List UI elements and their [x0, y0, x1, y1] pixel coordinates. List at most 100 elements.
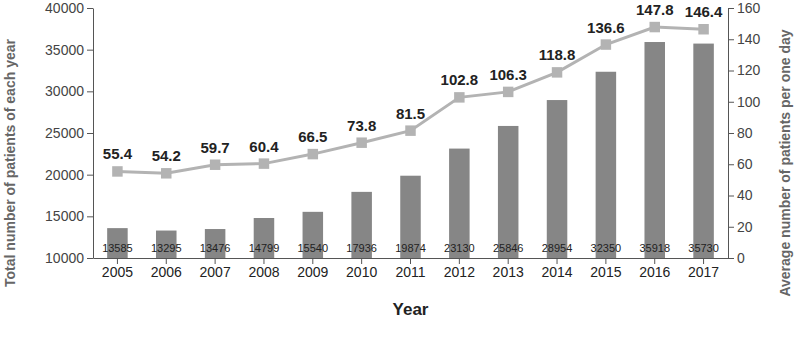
line-label: 102.8	[441, 71, 479, 88]
marker	[308, 149, 318, 159]
bar-label: 13585	[102, 242, 133, 254]
y-axis-title: Total number of patients of each year	[2, 39, 18, 287]
marker	[356, 137, 366, 147]
tick-label: 25000	[45, 125, 84, 141]
bar-label: 35918	[639, 242, 670, 254]
tick-mark	[728, 39, 734, 40]
tick: 100	[728, 94, 761, 110]
tick-label: 2006	[151, 264, 182, 280]
tick-label: 2007	[200, 264, 231, 280]
marker	[210, 159, 220, 169]
tick-mark	[728, 227, 734, 228]
tick-label: 20	[737, 219, 753, 235]
tick-label: 80	[737, 125, 753, 141]
x-axis: 2005 2006 2007 2008 2009 2010 2011 2012 2013 2014…	[94, 258, 729, 280]
marker	[405, 125, 415, 135]
tick-mark	[728, 258, 734, 259]
tick-label: 10000	[45, 250, 84, 266]
tick-label: 30000	[45, 83, 84, 99]
tick: 0	[728, 250, 745, 266]
line-label: 147.8	[636, 1, 674, 18]
line-label: 118.8	[539, 46, 576, 63]
bar-label: 19874	[395, 242, 426, 254]
line-label: 60.4	[249, 138, 279, 155]
line	[117, 27, 703, 173]
data-labels: 1358513295134761479915540179361987423130…	[102, 1, 723, 254]
bar	[693, 44, 714, 258]
marker	[454, 92, 464, 102]
tick: 2016	[639, 258, 670, 280]
tick: 30000	[45, 83, 93, 99]
marker	[552, 67, 562, 77]
marker	[259, 158, 269, 168]
tick: 15000	[45, 208, 93, 224]
line-label: 136.6	[587, 19, 625, 36]
tick-label: 2008	[248, 264, 279, 280]
tick-mark	[87, 91, 93, 92]
line-label: 59.7	[201, 139, 230, 156]
tick: 60	[728, 156, 753, 172]
y2-axis: 0 20 40 60 80 100 120 140 160	[728, 0, 761, 266]
marker	[601, 39, 611, 49]
tick-label: 120	[737, 62, 761, 78]
bar-label: 13476	[200, 242, 231, 254]
bar-label: 14799	[249, 242, 280, 254]
tick-label: 2009	[297, 264, 328, 280]
tick-label: 2017	[688, 264, 719, 280]
x-axis-title: Year	[393, 300, 429, 319]
tick-label: 2010	[346, 264, 377, 280]
tick-mark	[87, 258, 93, 259]
chart: 1358513295134761479915540179361987423130…	[0, 0, 800, 337]
tick-mark	[728, 164, 734, 165]
tick: 40000	[45, 0, 93, 16]
bar-label: 28954	[542, 242, 573, 254]
bar	[547, 100, 568, 258]
tick: 40	[728, 187, 753, 203]
axis-line	[93, 9, 94, 259]
bar-label: 23130	[444, 242, 475, 254]
tick: 35000	[45, 42, 93, 58]
line-label: 55.4	[103, 145, 133, 162]
bar	[644, 42, 665, 258]
marker	[161, 168, 171, 178]
tick-label: 2015	[590, 264, 621, 280]
tick: 20000	[45, 167, 93, 183]
y2-axis-title: Average number of patients per one day	[777, 29, 793, 296]
tick: 2011	[395, 258, 425, 280]
tick: 2005	[102, 258, 133, 280]
bar	[498, 126, 519, 258]
bar-label: 15540	[298, 242, 329, 254]
tick: 2012	[444, 258, 475, 280]
tick: 2017	[688, 258, 719, 280]
tick: 2010	[346, 258, 377, 280]
tick-mark	[728, 8, 734, 9]
tick-mark	[87, 133, 93, 134]
y-axis: 10000 15000 20000 25000 30000 35000 40000	[45, 0, 93, 266]
tick-label: 140	[737, 31, 761, 47]
tick: 120	[728, 62, 761, 78]
tick-mark	[728, 102, 734, 103]
tick-label: 20000	[45, 167, 84, 183]
tick-label: 0	[737, 250, 745, 266]
marker	[112, 166, 122, 176]
line-label: 146.4	[685, 3, 723, 20]
tick-mark	[87, 175, 93, 176]
tick: 2013	[493, 258, 524, 280]
tick: 160	[728, 0, 761, 16]
line-label: 106.3	[489, 66, 527, 83]
tick-label: 15000	[45, 208, 84, 224]
tick-mark	[728, 133, 734, 134]
tick-mark	[728, 196, 734, 197]
bar	[596, 72, 617, 258]
line-label: 73.8	[347, 117, 376, 134]
bar-label: 25846	[493, 242, 524, 254]
marker	[503, 87, 513, 97]
tick-label: 2014	[541, 264, 572, 280]
tick-label: 40000	[45, 0, 84, 16]
marker	[649, 22, 659, 32]
tick: 2015	[590, 258, 621, 280]
tick-mark	[87, 50, 93, 51]
bar-label: 35730	[688, 242, 719, 254]
tick-label: 60	[737, 156, 753, 172]
marks	[107, 22, 714, 258]
